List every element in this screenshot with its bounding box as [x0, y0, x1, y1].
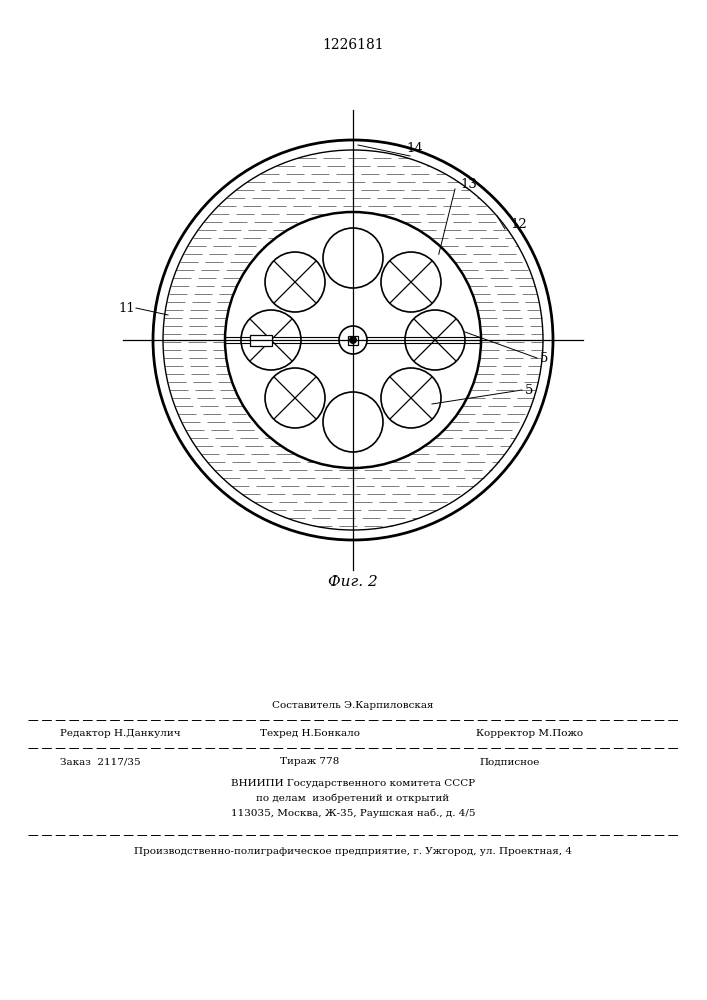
Text: 5: 5	[540, 352, 549, 364]
Text: Производственно-полиграфическое предприятие, г. Ужгород, ул. Проектная, 4: Производственно-полиграфическое предприя…	[134, 848, 572, 856]
Text: Заказ  2117/35: Заказ 2117/35	[60, 758, 141, 766]
Text: Редактор Н.Данкулич: Редактор Н.Данкулич	[60, 730, 180, 738]
Text: 11: 11	[118, 302, 135, 314]
Circle shape	[339, 326, 367, 354]
Circle shape	[349, 336, 357, 344]
Text: Составитель Э.Карпиловская: Составитель Э.Карпиловская	[272, 702, 434, 710]
Circle shape	[381, 252, 441, 312]
Circle shape	[323, 228, 383, 288]
Text: Корректор М.Пожо: Корректор М.Пожо	[477, 730, 583, 738]
Text: 5: 5	[525, 383, 533, 396]
Text: Тираж 778: Тираж 778	[281, 758, 339, 766]
Text: 13: 13	[460, 178, 477, 192]
Circle shape	[265, 252, 325, 312]
Circle shape	[265, 368, 325, 428]
Text: 1226181: 1226181	[322, 38, 384, 52]
Text: Подписное: Подписное	[480, 758, 540, 766]
Text: 14: 14	[407, 141, 423, 154]
Text: Фиг. 2: Фиг. 2	[328, 575, 378, 589]
Circle shape	[381, 368, 441, 428]
Circle shape	[405, 310, 465, 370]
Circle shape	[323, 392, 383, 452]
Text: 12: 12	[510, 219, 527, 232]
Text: ВНИИПИ Государственного комитета СССР: ВНИИПИ Государственного комитета СССР	[231, 778, 475, 788]
Circle shape	[225, 212, 481, 468]
Bar	[348, 336, 358, 344]
Circle shape	[241, 310, 301, 370]
Bar	[250, 334, 272, 346]
Text: по делам  изобретений и открытий: по делам изобретений и открытий	[257, 793, 450, 803]
Text: 113035, Москва, Ж-35, Раушская наб., д. 4/5: 113035, Москва, Ж-35, Раушская наб., д. …	[230, 808, 475, 818]
Text: Техред Н.Бонкало: Техред Н.Бонкало	[260, 730, 360, 738]
